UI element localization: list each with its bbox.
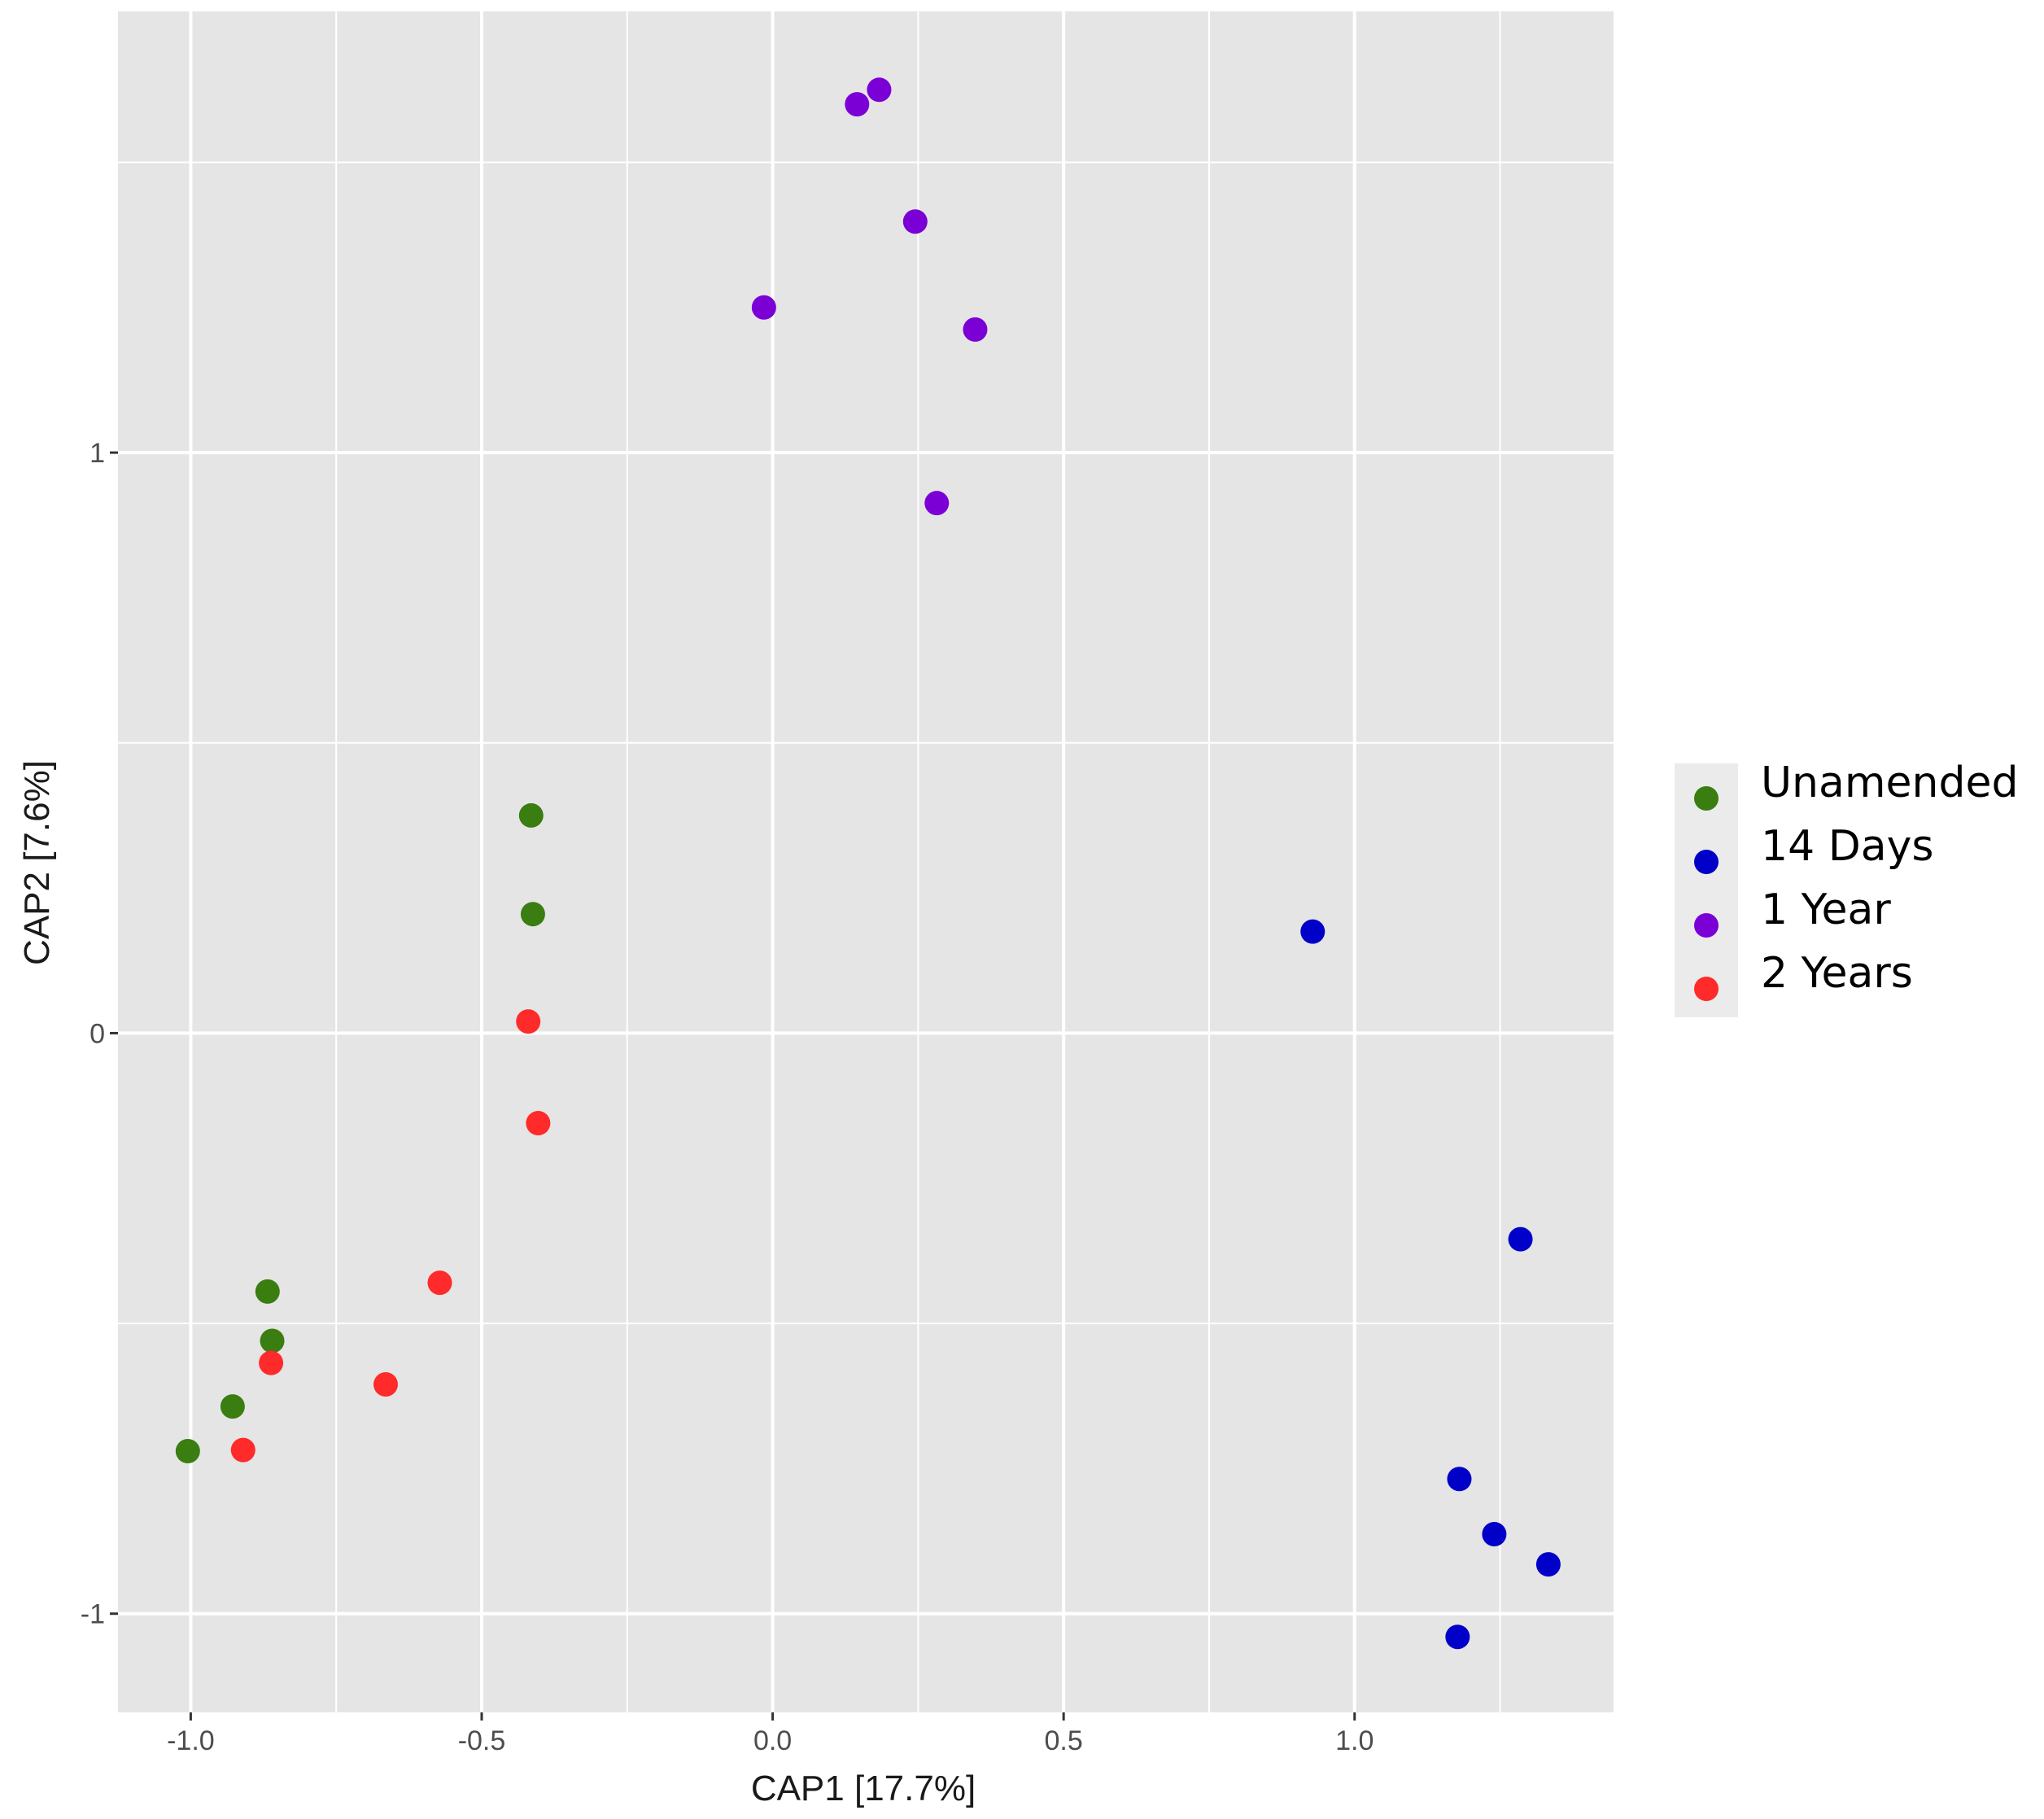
series-unamended [175, 802, 545, 1464]
data-point [175, 1439, 200, 1464]
data-point [845, 92, 870, 117]
data-point [1482, 1522, 1507, 1547]
data-point [259, 1350, 284, 1375]
plot-background [118, 11, 1614, 1712]
y-tick-label: 0 [90, 1018, 105, 1049]
legend: Unamended 14 Days 1 Year 2 Years [1675, 759, 2019, 1017]
data-point [751, 295, 776, 320]
series-14-days [1300, 919, 1561, 1650]
data-point [427, 1270, 452, 1296]
x-axis-title: CAP1 [17.7%] [751, 1769, 976, 1808]
data-point [1300, 919, 1326, 944]
data-point [518, 802, 544, 828]
legend-key-dot [1694, 786, 1719, 811]
series-2-years [230, 1009, 551, 1463]
legend-key-dot [1694, 913, 1719, 938]
data-point [220, 1394, 245, 1419]
x-tick-label: -1.0 [167, 1725, 215, 1756]
data-point [924, 491, 950, 516]
data-points [175, 77, 1561, 1650]
legend-key-dot [1694, 850, 1719, 874]
data-point [1445, 1624, 1470, 1650]
legend-label: 1 Year [1761, 885, 1891, 934]
series-1-year [751, 77, 988, 516]
data-point [1535, 1552, 1561, 1577]
minor-gridlines [118, 11, 1614, 1712]
x-tick-label: -0.5 [458, 1725, 506, 1756]
data-point [867, 77, 892, 103]
data-point [520, 902, 545, 927]
data-point [526, 1110, 551, 1135]
major-gridlines [118, 11, 1614, 1712]
data-point [255, 1279, 280, 1304]
data-point [230, 1437, 256, 1463]
x-tick-label: 0.5 [1045, 1725, 1083, 1756]
y-axis-title: CAP2 [7.6%] [17, 760, 57, 965]
x-tick-label: 0.0 [753, 1725, 792, 1756]
data-point [1447, 1467, 1472, 1492]
data-point [373, 1371, 398, 1397]
data-point [963, 317, 988, 342]
data-point [902, 209, 928, 234]
y-axis: -1 0 1 [81, 438, 118, 1630]
data-point [516, 1009, 541, 1034]
legend-label: Unamended [1761, 759, 2019, 807]
legend-label: 2 Years [1761, 949, 1913, 998]
data-point [260, 1328, 285, 1353]
x-tick-label: 1.0 [1335, 1725, 1374, 1756]
y-tick-label: 1 [90, 438, 105, 469]
y-tick-label: -1 [81, 1599, 105, 1630]
x-axis: -1.0 -0.5 0.0 0.5 1.0 [167, 1712, 1374, 1756]
data-point [1508, 1227, 1533, 1252]
legend-label: 14 Days [1761, 822, 1933, 871]
legend-key-dot [1694, 977, 1719, 1001]
